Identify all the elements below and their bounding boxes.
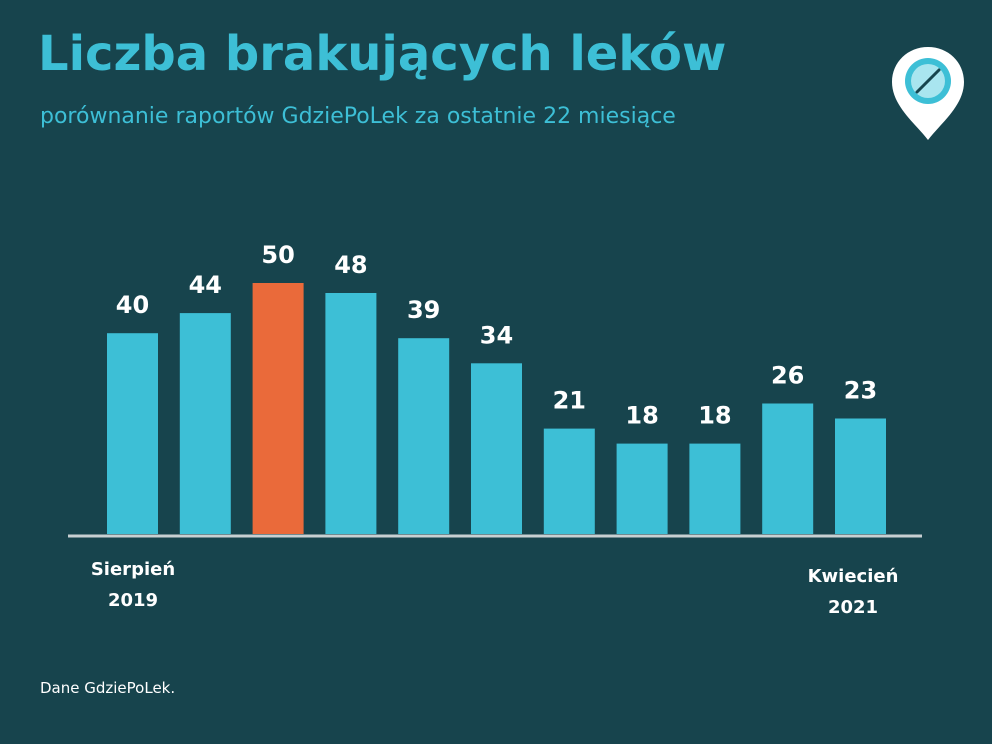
bar-value-label: 26 xyxy=(771,362,804,390)
bar xyxy=(471,363,522,534)
x-label-end-year: 2021 xyxy=(828,597,878,618)
bar xyxy=(398,338,450,534)
x-label-start-month: Sierpień xyxy=(91,559,175,580)
bar-value-label: 50 xyxy=(261,241,294,269)
bar xyxy=(543,428,595,534)
chart-title: Liczba brakujących leków xyxy=(38,26,727,82)
chart-subtitle: porównanie raportów GdziePoLek za ostatn… xyxy=(40,104,676,129)
bar-value-label: 40 xyxy=(116,291,149,319)
bar-value-label: 18 xyxy=(625,402,658,430)
bars-layer: 40 44 50 48 39 34 21 18 18 26 23 xyxy=(107,241,886,534)
bar-value-label: 44 xyxy=(189,271,222,299)
bar-value-label: 48 xyxy=(334,251,367,279)
bar xyxy=(835,418,886,534)
bar-value-label: 34 xyxy=(480,321,513,349)
bar xyxy=(762,403,814,534)
bar-value-label: 39 xyxy=(407,296,440,324)
bar xyxy=(616,443,668,534)
data-source: Dane GdziePoLek. xyxy=(40,679,176,697)
bar xyxy=(325,293,377,534)
pill-location-pin-icon xyxy=(892,47,964,140)
bar xyxy=(179,313,231,534)
bar xyxy=(689,443,741,534)
bar xyxy=(107,333,158,534)
bar-highlighted xyxy=(252,283,304,534)
x-label-end-month: Kwiecień xyxy=(808,566,899,587)
x-label-start-year: 2019 xyxy=(108,590,158,611)
bar-value-label: 23 xyxy=(844,377,877,405)
bar-value-label: 18 xyxy=(698,402,731,430)
bar-value-label: 21 xyxy=(553,387,586,415)
